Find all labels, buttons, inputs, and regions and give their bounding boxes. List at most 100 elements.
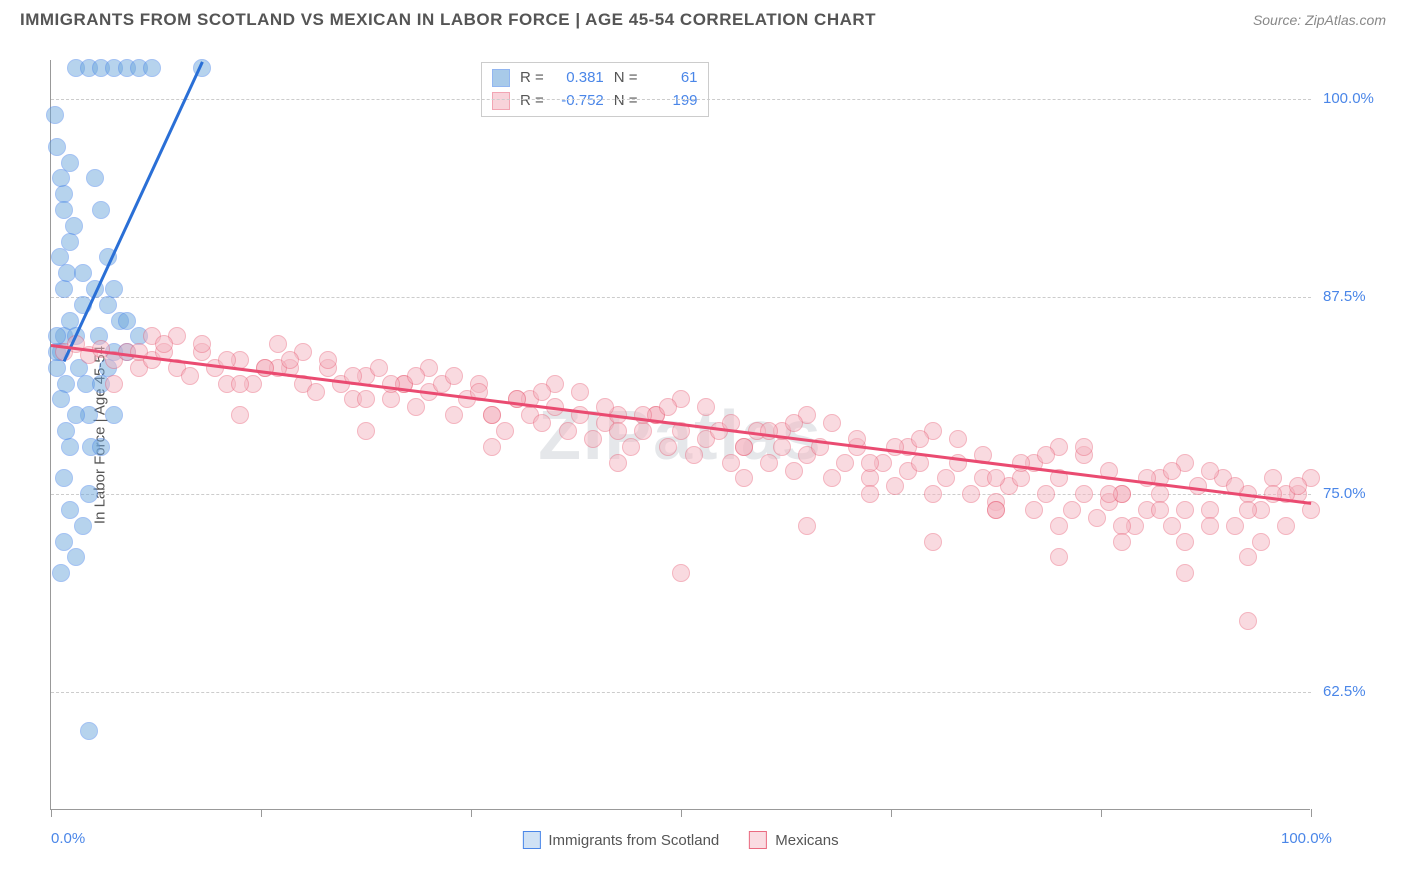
data-point <box>496 422 514 440</box>
legend-row: R =-0.752N =199 <box>492 90 698 113</box>
data-point <box>1176 564 1194 582</box>
y-tick-label: 62.5% <box>1323 683 1366 700</box>
data-point <box>74 264 92 282</box>
data-point <box>1050 517 1068 535</box>
data-point <box>1289 477 1307 495</box>
data-point <box>1239 501 1257 519</box>
data-point <box>1239 612 1257 630</box>
y-tick-label: 100.0% <box>1323 90 1374 107</box>
data-point <box>1050 548 1068 566</box>
data-point <box>584 430 602 448</box>
data-point <box>622 438 640 456</box>
legend-swatch <box>522 831 540 849</box>
data-point <box>118 312 136 330</box>
data-point <box>92 438 110 456</box>
data-point <box>1252 533 1270 551</box>
data-point <box>1201 517 1219 535</box>
data-point <box>445 367 463 385</box>
data-point <box>61 438 79 456</box>
data-point <box>1163 462 1181 480</box>
data-point <box>861 485 879 503</box>
data-point <box>1163 517 1181 535</box>
data-point <box>55 533 73 551</box>
legend-n-value: 199 <box>648 90 698 113</box>
data-point <box>46 106 64 124</box>
data-point <box>57 422 75 440</box>
x-tick <box>681 809 682 817</box>
legend-n-label: N = <box>614 67 638 90</box>
data-point <box>697 398 715 416</box>
data-point <box>962 485 980 503</box>
data-point <box>382 390 400 408</box>
data-point <box>86 169 104 187</box>
data-point <box>823 414 841 432</box>
data-point <box>1113 533 1131 551</box>
data-point <box>1063 501 1081 519</box>
data-point <box>307 383 325 401</box>
data-point <box>1075 438 1093 456</box>
data-point <box>67 548 85 566</box>
scatter-plot: ZIPatlas In Labor Force | Age 45-54 R =0… <box>50 60 1310 810</box>
data-point <box>281 351 299 369</box>
data-point <box>924 485 942 503</box>
legend-item-label: Mexicans <box>775 832 838 849</box>
header: IMMIGRANTS FROM SCOTLAND VS MEXICAN IN L… <box>0 0 1406 36</box>
data-point <box>672 564 690 582</box>
data-point <box>1201 462 1219 480</box>
chart-title: IMMIGRANTS FROM SCOTLAND VS MEXICAN IN L… <box>20 10 876 30</box>
data-point <box>99 296 117 314</box>
data-point <box>370 359 388 377</box>
legend-item: Mexicans <box>749 831 838 849</box>
gridline-horizontal <box>51 99 1311 100</box>
x-tick <box>891 809 892 817</box>
data-point <box>67 406 85 424</box>
data-point <box>52 564 70 582</box>
data-point <box>357 422 375 440</box>
data-point <box>357 390 375 408</box>
legend-item: Immigrants from Scotland <box>522 831 719 849</box>
data-point <box>92 201 110 219</box>
data-point <box>52 390 70 408</box>
data-point <box>924 533 942 551</box>
data-point <box>319 351 337 369</box>
data-point <box>1012 469 1030 487</box>
data-point <box>773 438 791 456</box>
x-tick-label-left: 0.0% <box>51 830 85 847</box>
data-point <box>735 438 753 456</box>
series-legend: Immigrants from Scotland Mexicans <box>522 831 838 849</box>
data-point <box>1088 509 1106 527</box>
trend-line <box>51 344 1311 504</box>
x-tick <box>1101 809 1102 817</box>
data-point <box>105 406 123 424</box>
data-point <box>760 454 778 472</box>
data-point <box>949 430 967 448</box>
x-tick <box>1311 809 1312 817</box>
legend-n-label: N = <box>614 90 638 113</box>
data-point <box>1277 517 1295 535</box>
data-point <box>55 201 73 219</box>
data-point <box>609 422 627 440</box>
data-point <box>609 454 627 472</box>
data-point <box>785 414 803 432</box>
data-point <box>1176 501 1194 519</box>
data-point <box>1037 485 1055 503</box>
data-point <box>55 280 73 298</box>
data-point <box>659 398 677 416</box>
data-point <box>571 383 589 401</box>
legend-r-label: R = <box>520 90 544 113</box>
data-point <box>836 454 854 472</box>
data-point <box>80 722 98 740</box>
source-attribution: Source: ZipAtlas.com <box>1253 12 1386 28</box>
correlation-legend: R =0.381N =61R =-0.752N =199 <box>481 62 709 117</box>
data-point <box>1100 485 1118 503</box>
data-point <box>886 477 904 495</box>
data-point <box>231 375 249 393</box>
data-point <box>1176 533 1194 551</box>
data-point <box>181 367 199 385</box>
data-point <box>1037 446 1055 464</box>
data-point <box>1025 501 1043 519</box>
gridline-horizontal <box>51 297 1311 298</box>
data-point <box>407 398 425 416</box>
legend-row: R =0.381N =61 <box>492 67 698 90</box>
data-point <box>659 438 677 456</box>
